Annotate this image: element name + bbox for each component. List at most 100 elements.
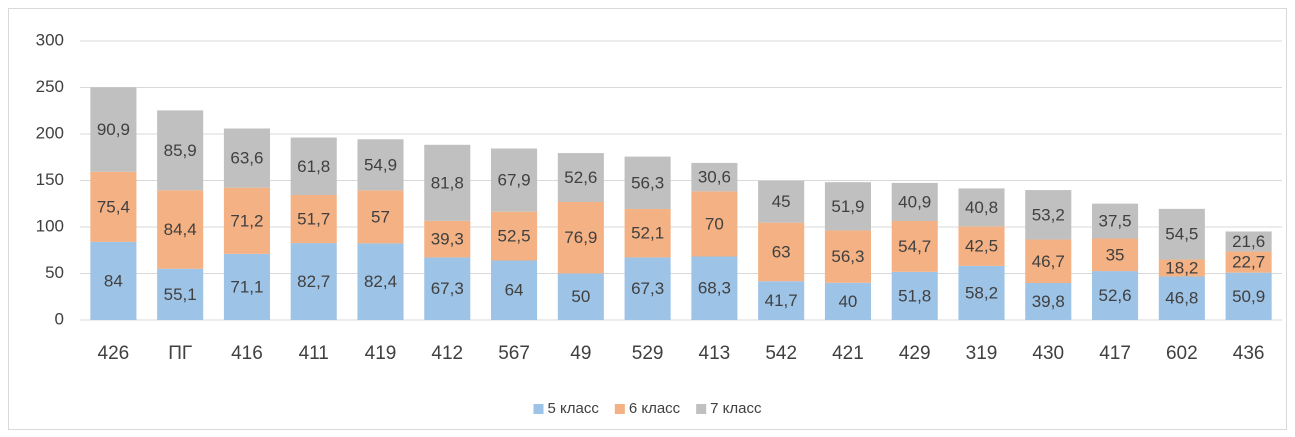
x-tick-label: 421 <box>832 343 864 364</box>
y-tick-label: 0 <box>55 309 64 328</box>
bar-segment <box>491 148 538 212</box>
data-label: 46,8 <box>1165 289 1198 308</box>
data-label: 35 <box>1106 245 1125 264</box>
data-label: 54,7 <box>898 237 931 256</box>
x-tick-label: 430 <box>1032 343 1064 364</box>
data-label: 51,9 <box>831 197 864 216</box>
x-tick-label: 602 <box>1166 343 1198 364</box>
bar-segment <box>424 257 471 320</box>
bar-segment <box>758 180 805 223</box>
data-label: 54,5 <box>1165 225 1198 244</box>
legend-label: 6 класс <box>629 400 681 417</box>
bar-segment <box>290 137 337 196</box>
legend-label: 7 класс <box>710 400 762 417</box>
bar-segment <box>223 128 270 188</box>
x-tick-label: 319 <box>966 343 998 364</box>
data-label: 71,1 <box>230 277 263 296</box>
bar-segment <box>157 110 204 191</box>
data-label: 90,9 <box>97 120 130 139</box>
data-label: 63,6 <box>230 149 263 168</box>
data-label: 54,9 <box>364 155 397 174</box>
data-label: 67,9 <box>498 171 531 190</box>
bar-segment <box>424 220 471 258</box>
bar-segment <box>1025 190 1072 240</box>
x-tick-label: 413 <box>699 343 731 364</box>
bar-segment <box>1092 203 1139 239</box>
x-tick-label: 49 <box>570 343 591 364</box>
data-label: 41,7 <box>765 291 798 310</box>
data-label: 63 <box>772 242 791 261</box>
data-label: 52,6 <box>564 168 597 187</box>
bar-segment <box>290 243 337 320</box>
data-label: 76,9 <box>564 228 597 247</box>
data-label: 57 <box>371 207 390 226</box>
data-label: 84 <box>104 271 123 290</box>
x-tick-label: 529 <box>632 343 664 364</box>
data-label: 82,4 <box>364 272 397 291</box>
bar-segment <box>691 162 738 192</box>
x-tick-label: 429 <box>899 343 931 364</box>
bar-segment <box>1092 238 1139 272</box>
bar-segment <box>1092 271 1139 320</box>
x-tick-label: 419 <box>365 343 397 364</box>
y-tick-label: 300 <box>36 30 64 49</box>
x-tick-label: 417 <box>1099 343 1131 364</box>
data-label: 55,1 <box>164 285 197 304</box>
data-label: 42,5 <box>965 237 998 256</box>
bar-segment <box>958 226 1005 266</box>
bar-segment <box>557 201 604 274</box>
data-label: 71,2 <box>230 211 263 230</box>
bar-segment <box>157 190 204 269</box>
bar-segment <box>824 182 871 231</box>
data-label: 37,5 <box>1099 212 1132 231</box>
legend-swatch <box>533 404 544 414</box>
bar-segment <box>824 230 871 283</box>
data-label: 84,4 <box>164 220 197 239</box>
data-label: 52,1 <box>631 224 664 243</box>
bar-segment <box>691 191 738 257</box>
legend-swatch <box>696 404 707 414</box>
data-label: 52,5 <box>498 227 531 246</box>
bar-segment <box>1158 208 1205 260</box>
data-label: 56,3 <box>631 173 664 192</box>
data-label: 45 <box>772 192 791 211</box>
data-label: 30,6 <box>698 168 731 187</box>
data-label: 68,3 <box>698 279 731 298</box>
data-label: 53,2 <box>1032 205 1065 224</box>
data-label: 61,8 <box>297 157 330 176</box>
bar-segment <box>491 260 538 320</box>
data-label: 39,3 <box>431 230 464 249</box>
bar-segment <box>223 253 270 320</box>
data-label: 40,8 <box>965 198 998 217</box>
bar-segment <box>1158 276 1205 320</box>
data-label: 22,7 <box>1232 253 1265 272</box>
bar-segment <box>758 222 805 282</box>
y-tick-label: 150 <box>36 170 64 189</box>
x-tick-label: 411 <box>299 343 329 364</box>
data-label: 46,7 <box>1032 252 1065 271</box>
data-label: 67,3 <box>431 279 464 298</box>
y-tick-label: 200 <box>36 123 64 142</box>
data-label: 50 <box>571 287 590 306</box>
bar-segment <box>357 243 404 320</box>
bar-segment <box>557 273 604 320</box>
data-label: 64 <box>505 281 524 300</box>
bar-segment <box>424 144 471 221</box>
bar-segment <box>357 139 404 191</box>
bar-segment <box>624 257 671 320</box>
x-tick-label: 412 <box>431 343 463 364</box>
data-label: 51,8 <box>898 286 931 305</box>
x-tick-label: 567 <box>498 343 530 364</box>
x-tick-label: 426 <box>98 343 130 364</box>
data-label: 52,6 <box>1099 286 1132 305</box>
data-label: 18,2 <box>1165 258 1198 277</box>
bar-segment <box>758 281 805 320</box>
data-label: 81,8 <box>431 173 464 192</box>
bar-segment <box>90 87 137 172</box>
bar-segment <box>1225 231 1272 252</box>
x-tick-label: 436 <box>1233 343 1265 364</box>
data-label: 40 <box>838 292 857 311</box>
bar-segment <box>90 241 137 320</box>
bar-segment <box>1225 272 1272 320</box>
